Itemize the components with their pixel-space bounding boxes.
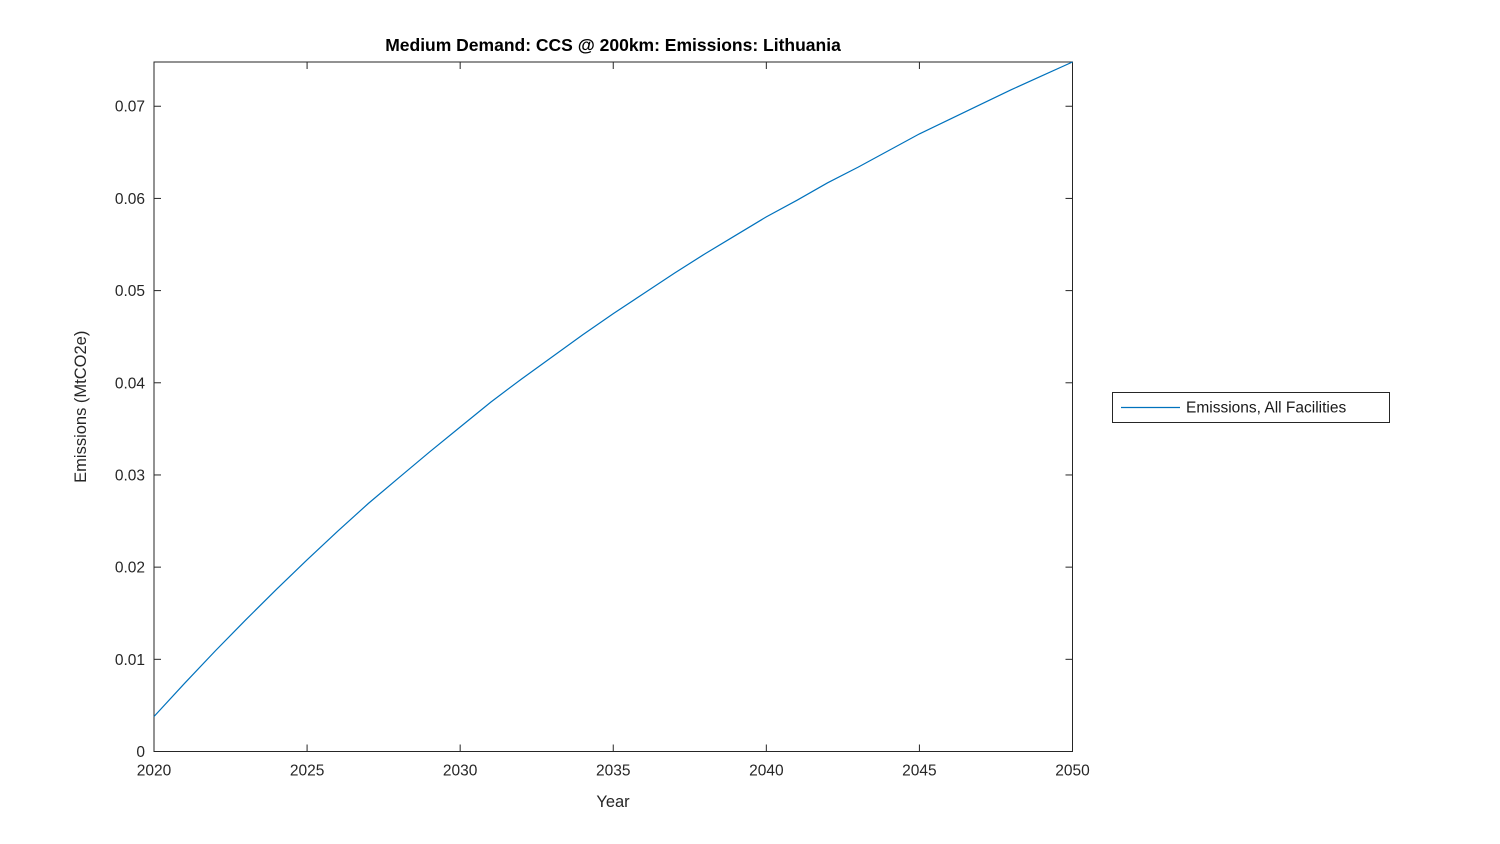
x-tick-label: 2030 <box>443 763 478 780</box>
plot-area-box <box>153 61 1073 752</box>
tick-marks <box>153 62 1073 752</box>
x-axis-label: Year <box>596 793 630 811</box>
chart-title: Medium Demand: CCS @ 200km: Emissions: L… <box>385 35 841 55</box>
y-tick-label: 0.02 <box>115 560 145 577</box>
legend-label: Emissions, All Facilities <box>1186 400 1346 417</box>
legend: Emissions, All Facilities <box>1112 392 1390 423</box>
y-axis-label: Emissions (MtCO2e) <box>72 331 90 483</box>
y-axis-tick-labels: 0 0.01 0.02 0.03 0.04 0.05 0.06 0.07 <box>115 99 146 761</box>
x-tick-label: 2050 <box>1055 763 1090 780</box>
x-tick-label: 2035 <box>596 763 630 780</box>
x-tick-label: 2020 <box>137 763 172 780</box>
y-tick-label: 0.05 <box>115 283 145 300</box>
emissions-line <box>153 61 1073 717</box>
y-tick-label: 0.04 <box>115 375 146 392</box>
x-axis-tick-labels: 2020 2025 2030 2035 2040 2045 2050 <box>137 763 1090 780</box>
y-tick-label: 0.01 <box>115 652 145 669</box>
x-tick-label: 2025 <box>290 763 324 780</box>
y-tick-label: 0.07 <box>115 99 145 116</box>
y-tick-label: 0.06 <box>115 191 145 208</box>
x-tick-label: 2045 <box>902 763 936 780</box>
x-tick-label: 2040 <box>749 763 784 780</box>
y-tick-label: 0.03 <box>115 467 145 484</box>
y-tick-label: 0 <box>136 744 145 761</box>
